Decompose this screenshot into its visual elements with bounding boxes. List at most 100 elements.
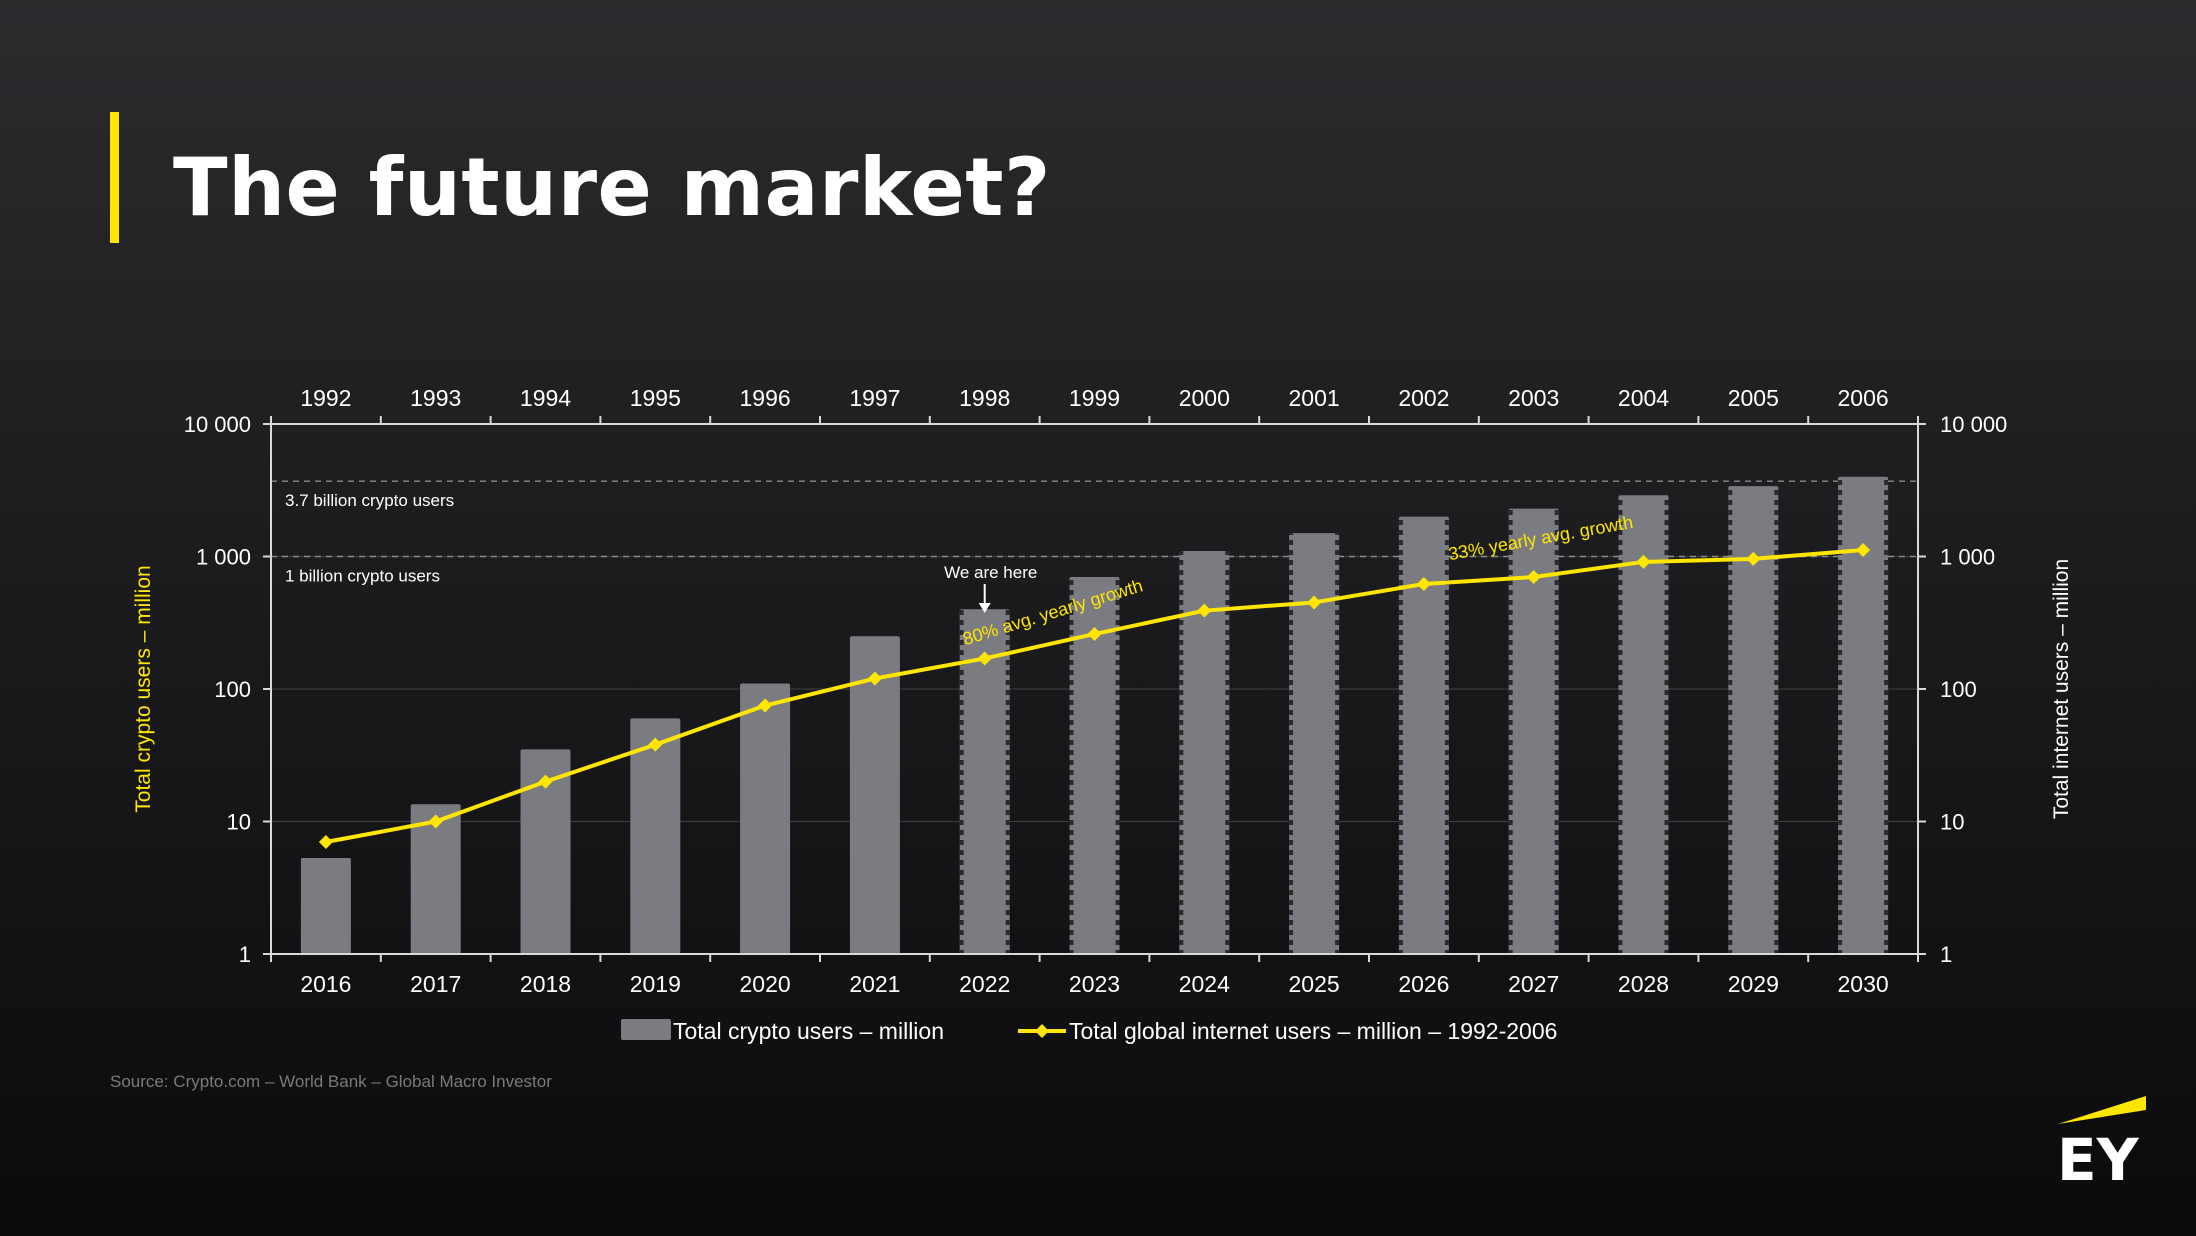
y-tick-label: 100 [214,677,251,702]
bar-series [300,476,1889,954]
x2-tick-label: 2000 [1179,385,1230,411]
bar [1508,508,1559,954]
source-note: Source: Crypto.com – World Bank – Global… [110,1072,552,1091]
x2-tick-label: 1996 [740,385,791,411]
bar-projection-edge [1664,495,1669,954]
x2-tick-label: 1994 [520,385,571,411]
x-tick-label: 2025 [1289,971,1340,997]
bar [410,804,461,954]
y2-tick-label: 1 000 [1940,545,1995,570]
legend-line-label: Total global internet users – million – … [1069,1018,1557,1044]
bar [1398,516,1449,954]
we-are-here-label: We are here [944,563,1037,582]
x2-tick-label: 1999 [1069,385,1120,411]
line-point [1307,595,1322,610]
line-point [1197,603,1212,618]
x2-tick-label: 2004 [1618,385,1669,411]
legend-bar-swatch [621,1019,671,1040]
title-accent-bar [110,112,119,243]
legend-line-marker [1035,1024,1049,1038]
bar-projection-edge [1225,551,1230,954]
bar-projection-edge [1838,476,1843,954]
bar-projection-edge [959,609,964,954]
svg-text:EY: EY [2057,1126,2140,1188]
y2-tick-label: 1 [1940,942,1952,967]
x2-tick-label: 2003 [1508,385,1559,411]
x-tick-label: 2020 [740,971,791,997]
reference-line-label: 1 billion crypto users [285,567,440,586]
y2-tick-label: 10 [1940,810,1964,835]
x2-tick-label: 1998 [959,385,1010,411]
x-tick-label: 2030 [1838,971,1889,997]
ey-logo: EY [2057,1096,2146,1188]
x-tick-label: 2019 [630,971,681,997]
bar-projection-edge [1398,516,1403,954]
x-tick-label: 2026 [1398,971,1449,997]
bar [1618,495,1669,954]
bar-projection-edge [1508,508,1513,954]
x2-tick-label: 2005 [1728,385,1779,411]
bar-projection-edge [1335,533,1340,954]
bar [1289,533,1340,954]
line-point [1856,542,1871,557]
bar-projection-edge [1774,486,1779,954]
bar [1728,486,1779,954]
y-tick-label: 10 [227,810,251,835]
bar-projection-edge [1618,495,1623,954]
x2-tick-label: 2002 [1398,385,1449,411]
line-series [318,542,1871,850]
line-point [1636,554,1651,569]
bar [849,636,900,954]
x2-tick-label: 2006 [1838,385,1889,411]
x2-tick-label: 1993 [410,385,461,411]
x-tick-label: 2017 [410,971,461,997]
line-point [867,671,882,686]
line-point [648,737,663,752]
bar [740,683,791,954]
x2-tick-label: 2001 [1289,385,1340,411]
x-tick-label: 2023 [1069,971,1120,997]
y-tick-label: 1 000 [196,545,251,570]
bar [1179,551,1230,954]
line-point [318,835,333,850]
x-tick-label: 2021 [849,971,900,997]
bar-projection-edge [1728,486,1733,954]
reference-lines: 3.7 billion crypto users 1 billion crypto… [271,480,1918,586]
reference-line-label: 3.7 billion crypto users [285,491,454,510]
bar [520,749,571,954]
x-tick-label: 2024 [1179,971,1230,997]
bar [1838,476,1889,954]
y2-axis-title: Total internet users – million [2050,559,2073,819]
y2-tick-label: 100 [1940,677,1977,702]
x-tick-label: 2016 [300,971,351,997]
bar [1069,577,1120,954]
line-point [1416,577,1431,592]
legend: Total crypto users – million Total global… [621,1018,1557,1044]
bar-projection-edge [1069,577,1074,954]
bar-projection-edge [1115,577,1120,954]
bar [959,609,1010,954]
x-tick-label: 2029 [1728,971,1779,997]
bar-projection-edge [1005,609,1010,954]
x-tick-label: 2027 [1508,971,1559,997]
y2-tick-label: 10 000 [1940,412,2007,437]
x-tick-label: 2018 [520,971,571,997]
line-point [428,814,443,829]
line-point [1746,551,1761,566]
x-tick-label: 2022 [959,971,1010,997]
slide-title: The future market? [173,141,1051,234]
x2-tick-label: 1997 [849,385,900,411]
legend-bar-label: Total crypto users – million [673,1018,944,1044]
bar [300,858,351,954]
we-are-here-arrowhead [978,603,991,613]
y-tick-label: 10 000 [184,412,251,437]
y-axis-title: Total crypto users – million [132,565,155,812]
line-point [1526,570,1541,585]
bar [630,718,681,954]
x2-tick-label: 1995 [630,385,681,411]
line-point [758,698,773,713]
line-point [977,651,992,666]
x2-tick-label: 1992 [300,385,351,411]
line-point [538,774,553,789]
